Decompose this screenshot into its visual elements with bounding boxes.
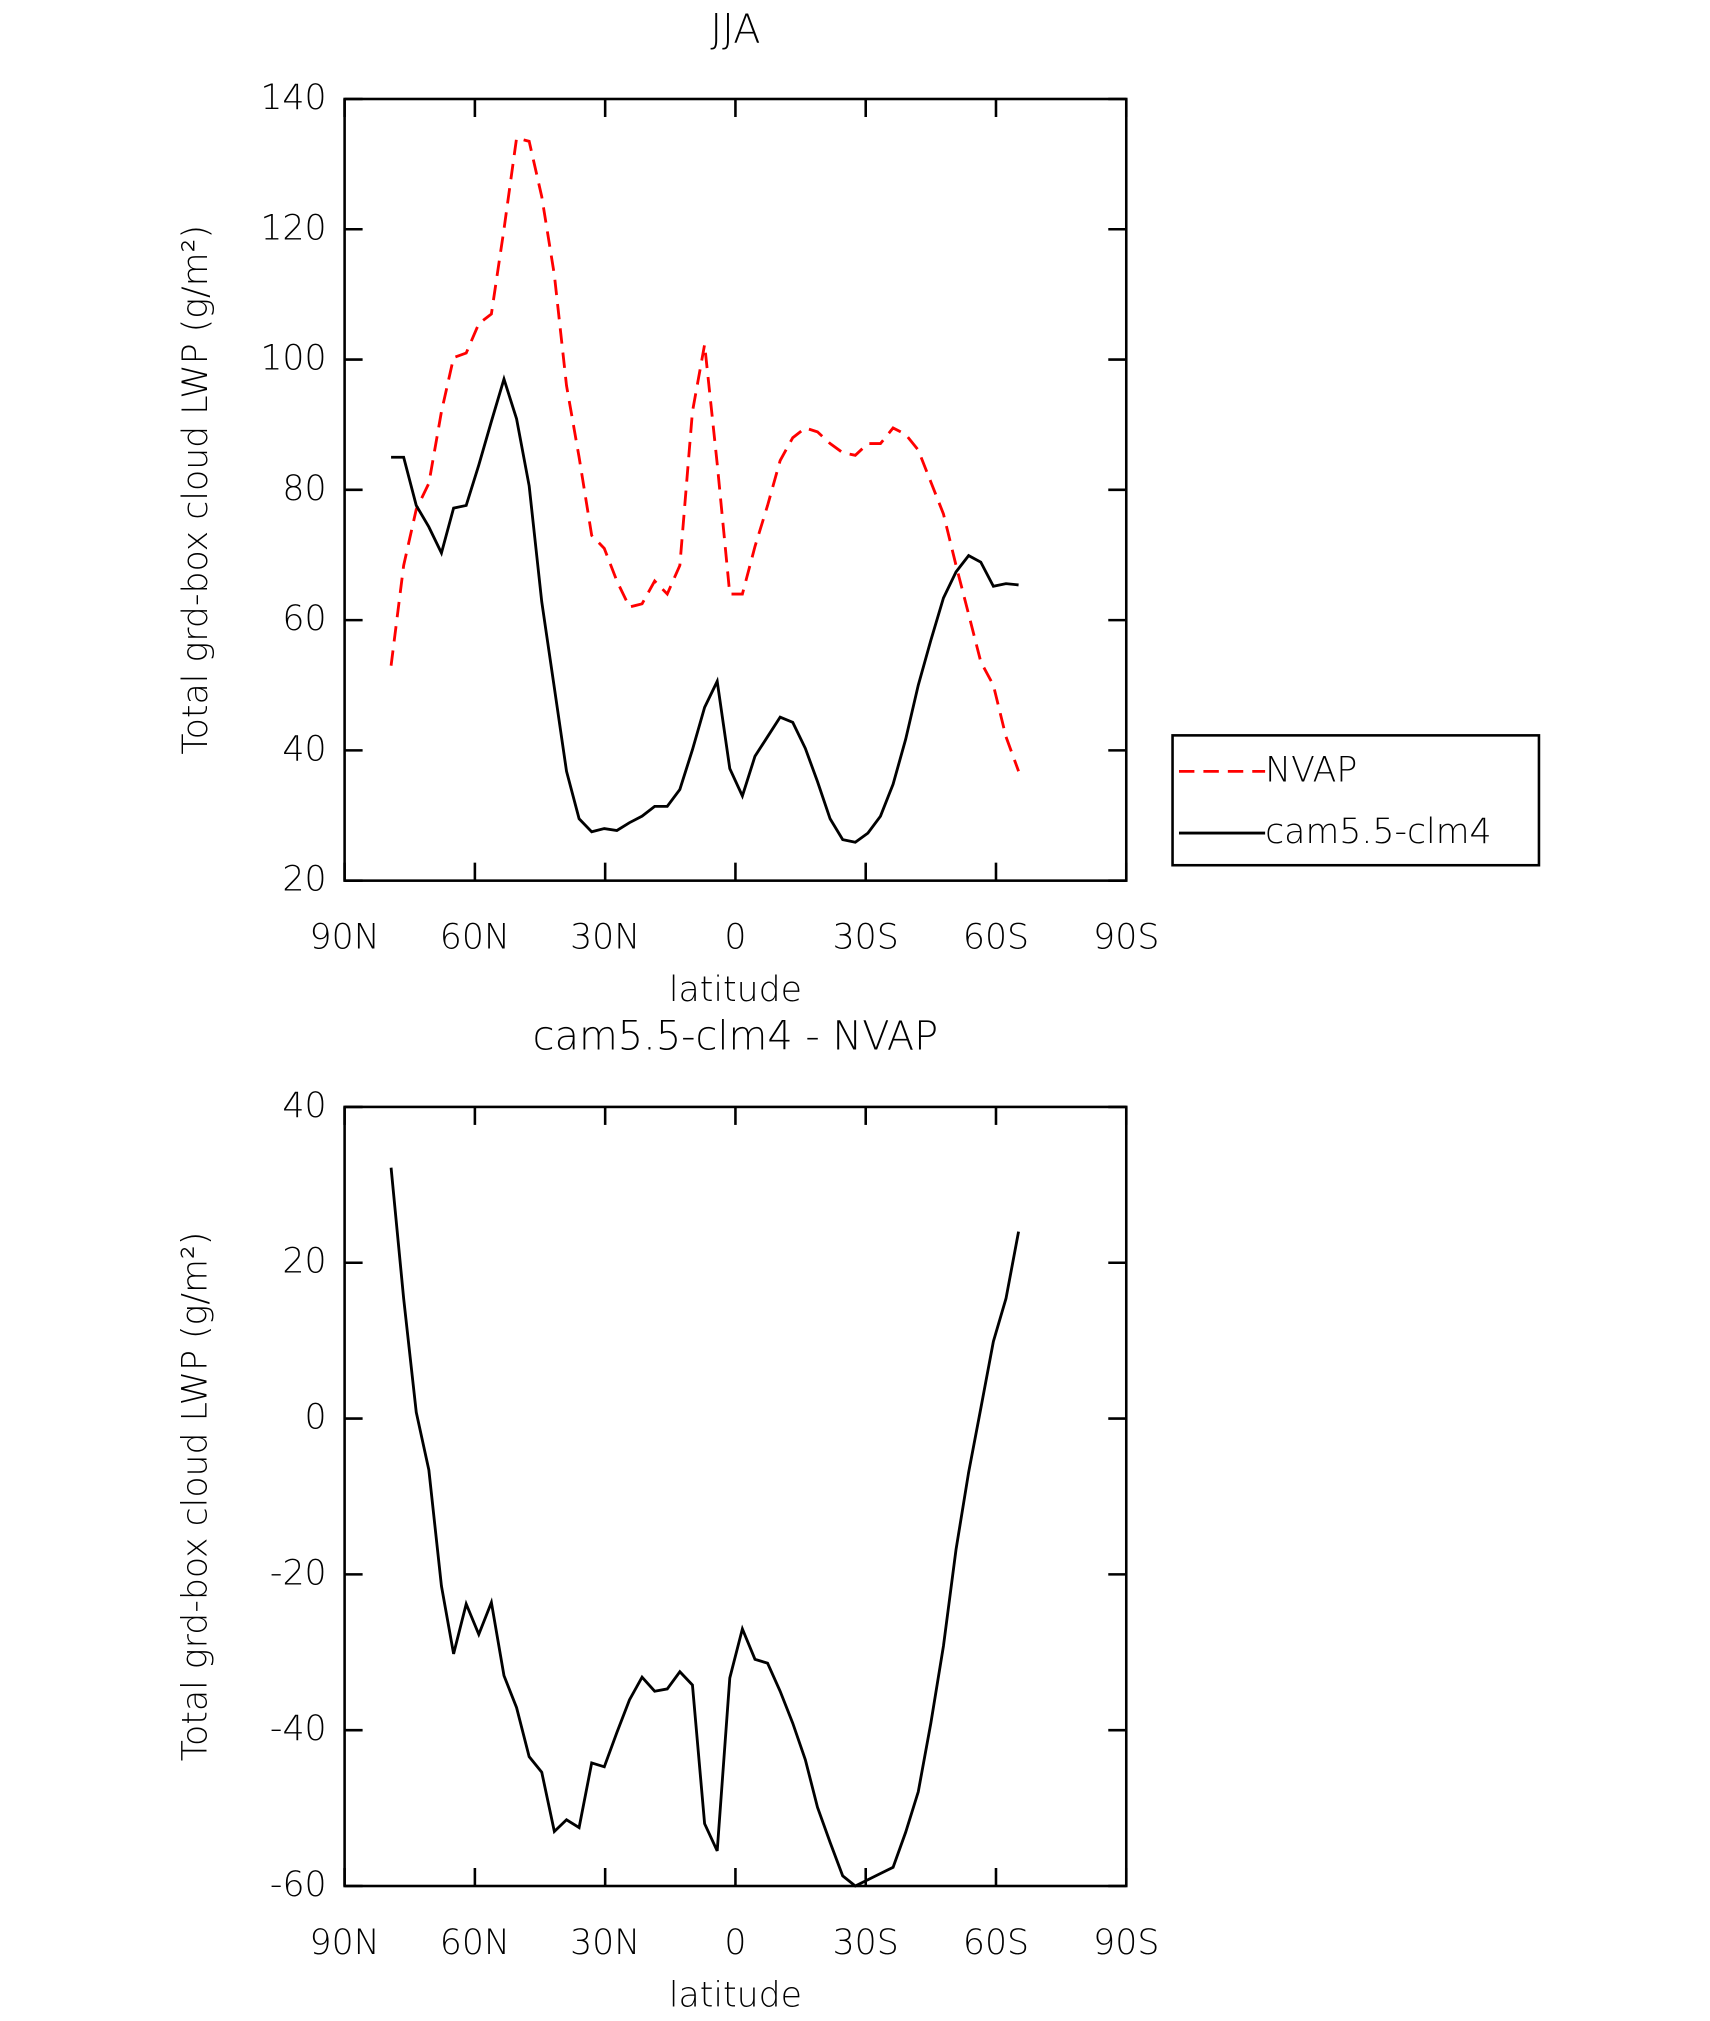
x-tick-label: 90N xyxy=(310,1923,380,1963)
x-tick-label: 60N xyxy=(440,1923,510,1963)
y-tick-label: 80 xyxy=(282,469,326,509)
x-tick-label: 90S xyxy=(1093,1923,1159,1963)
y-tick-label: 20 xyxy=(282,1242,326,1282)
x-axis-label: latitude xyxy=(669,1976,802,2016)
chart-title: JJA xyxy=(710,7,760,53)
y-tick-label: 100 xyxy=(260,339,326,379)
y-tick-label: -60 xyxy=(270,1865,327,1905)
y-tick-label: 40 xyxy=(282,729,326,769)
legend-label: cam5.5-clm4 xyxy=(1265,812,1491,852)
legend-label: NVAP xyxy=(1265,750,1357,790)
x-tick-label: 30N xyxy=(570,1923,640,1963)
x-tick-label: 0 xyxy=(724,918,746,958)
x-tick-label: 60N xyxy=(440,918,510,958)
legend-box xyxy=(1171,734,1541,867)
data-line xyxy=(389,1167,1020,1888)
plot-frame xyxy=(343,97,1128,882)
data-line xyxy=(389,136,1020,772)
y-tick-label: 20 xyxy=(282,860,326,900)
chart-title: cam5.5-clm4 - NVAP xyxy=(533,1013,939,1059)
x-tick-label: 0 xyxy=(724,1923,746,1963)
y-tick-label: 40 xyxy=(282,1086,326,1126)
plot-frame xyxy=(343,1105,1128,1888)
y-tick-label: 0 xyxy=(305,1398,327,1438)
data-line xyxy=(391,374,1019,844)
y-axis-label: Total grd-box cloud LWP (g/m²) xyxy=(176,225,216,755)
x-axis-label: latitude xyxy=(669,970,802,1010)
x-tick-label: 90S xyxy=(1093,918,1159,958)
x-tick-label: 30S xyxy=(833,1923,899,1963)
x-tick-label: 90N xyxy=(310,918,380,958)
x-tick-label: 60S xyxy=(963,918,1029,958)
x-tick-label: 30N xyxy=(570,918,640,958)
x-tick-label: 60S xyxy=(963,1923,1029,1963)
y-tick-label: -20 xyxy=(270,1553,327,1593)
y-tick-label: 120 xyxy=(260,208,326,248)
y-tick-label: 60 xyxy=(282,599,326,639)
x-tick-label: 30S xyxy=(833,918,899,958)
y-tick-label: -40 xyxy=(270,1709,327,1749)
y-tick-label: 140 xyxy=(260,78,326,118)
y-axis-label: Total grd-box cloud LWP (g/m²) xyxy=(176,1232,216,1762)
